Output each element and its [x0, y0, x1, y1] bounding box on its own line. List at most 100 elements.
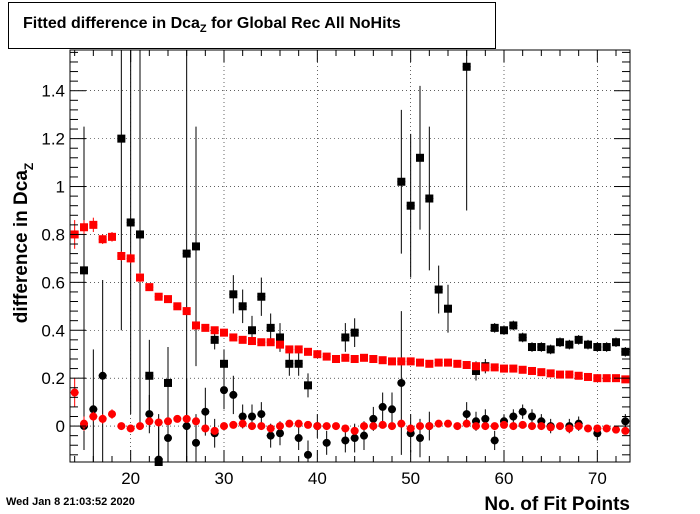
data-point-circle [248, 422, 256, 431]
data-point-circle [220, 422, 228, 431]
data-point-square [518, 365, 527, 374]
timestamp: Wed Jan 8 21:03:52 2020 [6, 496, 135, 508]
data-point-square [593, 374, 602, 383]
data-point-square [537, 343, 546, 352]
data-point-square [462, 62, 471, 71]
data-point-circle [369, 422, 378, 431]
data-point-square [238, 302, 247, 311]
title-box: Fitted difference in DcaZ for Global Rec… [8, 2, 496, 49]
data-point-square [276, 340, 284, 349]
data-point-square [602, 343, 611, 352]
data-point-circle [173, 414, 182, 423]
data-point-square [397, 177, 406, 186]
data-point-square [201, 323, 210, 332]
data-point-square [509, 364, 518, 373]
data-point-circle [593, 424, 602, 433]
data-point-square [248, 326, 256, 335]
data-point-square [154, 292, 163, 301]
data-point-square [210, 326, 219, 335]
data-point-circle [229, 390, 238, 399]
data-point-circle [602, 424, 611, 433]
data-point-square [164, 295, 172, 304]
axes: 20 30 40 50 60 70 0 0.2 0.4 0.6 0.8 1 1.2 1.4 No. of F… [11, 49, 631, 514]
data-point-circle [154, 418, 163, 427]
data-point-circle [621, 417, 630, 426]
data-point-circle [462, 419, 471, 428]
data-point-square [117, 134, 126, 143]
data-point-square [220, 359, 228, 368]
data-point-circle [341, 424, 350, 433]
data-point-square [257, 292, 266, 301]
data-point-square [266, 338, 275, 347]
data-point-circle [229, 420, 238, 429]
data-point-circle [378, 402, 387, 411]
data-point-circle [350, 434, 359, 443]
data-point-square [434, 358, 443, 367]
data-point-square [266, 323, 275, 332]
data-point-square [294, 359, 303, 368]
x-tick-label: 50 [401, 469, 420, 488]
data-point-circle [500, 420, 508, 429]
data-point-circle [584, 424, 592, 433]
data-point-square [574, 335, 583, 344]
data-point-circle [472, 422, 480, 431]
title-rest: for Global Rec All NoHits [206, 15, 401, 32]
data-point-square [425, 359, 434, 368]
data-point-circle [416, 434, 424, 443]
data-point-square [369, 355, 378, 363]
data-point-square [528, 366, 536, 375]
data-point-circle [126, 424, 135, 433]
data-point-square [257, 338, 266, 347]
data-point-circle [164, 434, 172, 443]
data-point-circle [70, 388, 79, 397]
x-tick-label: 40 [308, 469, 327, 488]
data-point-circle [444, 419, 452, 428]
title-subscript: Z [199, 23, 207, 36]
data-point-square [210, 335, 219, 344]
data-point-circle [528, 412, 536, 421]
data-point-square [425, 194, 434, 203]
data-point-circle [285, 419, 294, 428]
data-point-circle [220, 386, 228, 395]
data-point-square [229, 333, 238, 342]
x-tick-label: 30 [215, 469, 234, 488]
x-tick-label: 60 [495, 469, 514, 488]
data-point-circle [397, 419, 406, 428]
data-point-square [145, 371, 154, 380]
data-point-circle [89, 405, 98, 414]
data-point-circle [621, 426, 630, 435]
data-point-circle [388, 405, 396, 414]
data-point-circle [257, 422, 266, 431]
data-point-circle [322, 438, 331, 447]
data-point-square [546, 369, 555, 378]
data-point-square [192, 242, 200, 251]
data-point-square [182, 249, 191, 258]
data-point-square [126, 254, 135, 263]
data-point-square [602, 374, 611, 383]
data-point-square [173, 302, 182, 311]
data-point-square [238, 335, 247, 344]
data-point-circle [528, 422, 536, 431]
data-point-circle [481, 414, 490, 423]
data-point-circle [369, 414, 378, 423]
data-point-square [117, 252, 126, 260]
data-point-circle [192, 417, 200, 426]
data-point-circle [378, 420, 387, 429]
chart-title: Fitted difference in DcaZ for Global Rec… [23, 15, 401, 35]
data-point-circle [574, 422, 583, 431]
data-point-circle [546, 423, 555, 432]
data-point-square [406, 201, 415, 210]
data-point-square [621, 375, 630, 384]
data-point-square [80, 266, 88, 275]
x-axis-title: No. of Fit Points [484, 494, 630, 514]
data-point-square [229, 290, 238, 299]
x-tick-label: 70 [588, 469, 607, 488]
data-point-circle [145, 410, 154, 419]
data-point-square [481, 363, 490, 372]
data-point-circle [210, 426, 219, 435]
data-point-circle [98, 371, 107, 380]
data-point-square [462, 360, 471, 369]
data-point-square [500, 364, 508, 373]
data-point-square [584, 372, 592, 381]
